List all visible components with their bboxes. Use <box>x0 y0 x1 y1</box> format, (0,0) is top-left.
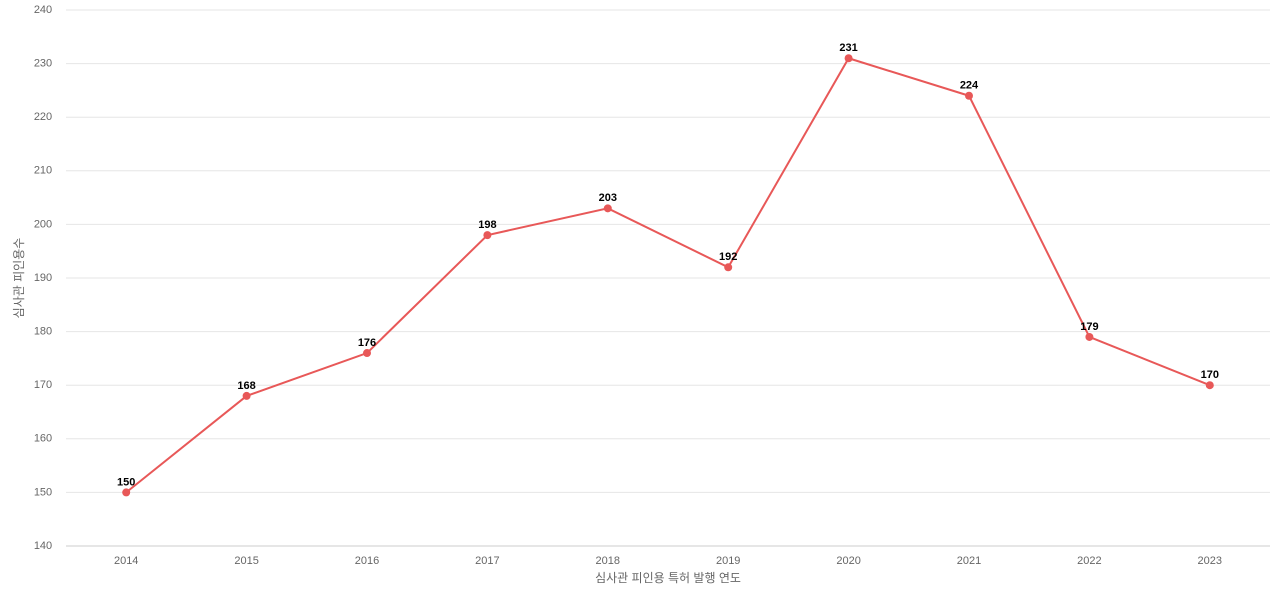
value-label: 150 <box>117 476 135 488</box>
y-tick-label: 210 <box>34 165 52 177</box>
value-label: 231 <box>839 42 857 54</box>
point <box>603 204 612 213</box>
x-axis-title: 심사관 피인용 특허 발행 연도 <box>595 570 741 585</box>
value-label: 179 <box>1080 321 1098 333</box>
y-tick-label: 150 <box>34 486 52 498</box>
x-tick-label: 2021 <box>957 555 981 567</box>
value-label: 198 <box>478 219 496 231</box>
value-label: 170 <box>1201 369 1219 381</box>
point <box>363 349 371 358</box>
x-tick-label: 2019 <box>716 555 740 567</box>
value-label: 168 <box>237 380 255 392</box>
x-tick-label: 2023 <box>1198 555 1222 567</box>
value-label: 192 <box>719 251 737 263</box>
y-tick-label: 170 <box>34 379 52 391</box>
point <box>1085 332 1094 341</box>
y-tick-label: 220 <box>34 111 52 123</box>
x-tick-label: 2016 <box>355 555 379 567</box>
y-axis-title: 심사관 피인용수 <box>12 238 26 319</box>
y-tick-label: 200 <box>34 218 52 230</box>
value-label: 176 <box>358 337 376 349</box>
y-tick-label: 240 <box>34 4 52 16</box>
x-tick-label: 2022 <box>1077 555 1101 567</box>
point <box>122 488 131 497</box>
point <box>724 263 733 272</box>
y-tick-label: 160 <box>34 433 52 445</box>
point <box>483 231 492 240</box>
y-tick-label: 140 <box>34 540 52 552</box>
x-tick-label: 2014 <box>114 555 138 567</box>
x-tick-label: 2020 <box>836 555 860 567</box>
y-tick-label: 180 <box>34 326 52 338</box>
point <box>242 391 251 400</box>
point <box>965 91 973 100</box>
x-tick-label: 2015 <box>234 555 258 567</box>
y-tick-label: 230 <box>34 58 52 70</box>
x-tick-label: 2017 <box>475 555 499 567</box>
line <box>125 57 1211 494</box>
x-tick-label: 2018 <box>596 555 620 567</box>
point <box>844 54 853 63</box>
value-label: 224 <box>960 80 979 92</box>
y-tick-label: 190 <box>34 272 52 284</box>
point <box>1205 381 1214 390</box>
value-label: 203 <box>599 192 617 204</box>
